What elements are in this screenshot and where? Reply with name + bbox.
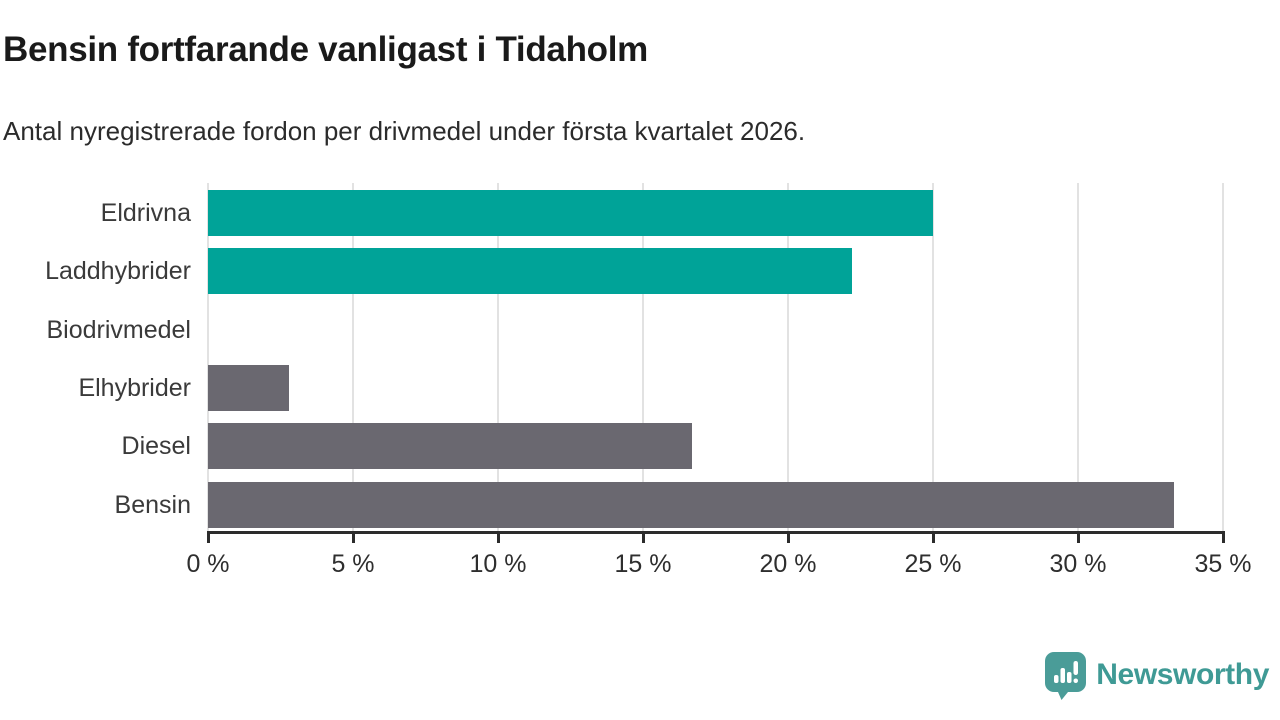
gridline-25: [932, 183, 934, 533]
category-label-laddhybrider: Laddhybrider: [45, 257, 191, 286]
newsworthy-wordmark: Newsworthy: [1096, 658, 1269, 691]
x-axis-tick-20: [787, 534, 790, 543]
x-tick-label-15: 15 %: [614, 550, 672, 578]
x-tick-label-30: 30 %: [1049, 550, 1107, 578]
gridline-0: [207, 183, 209, 533]
category-label-bensin: Bensin: [114, 490, 191, 519]
gridline-20: [787, 183, 789, 533]
x-tick-label-25: 25 %: [904, 550, 962, 578]
x-tick-label-20: 20 %: [759, 550, 817, 578]
x-axis-line: [207, 531, 1225, 534]
gridline-30: [1077, 183, 1079, 533]
gridline-10: [497, 183, 499, 533]
gridline-5: [352, 183, 354, 533]
speech-bubble-bar-chart-icon: [1045, 651, 1087, 700]
category-label-biodrivmedel: Biodrivmedel: [46, 315, 191, 344]
x-axis-tick-30: [1077, 534, 1080, 543]
gridline-15: [642, 183, 644, 533]
category-label-elhybrider: Elhybrider: [78, 374, 191, 402]
chart-title: Bensin fortfarande vanligast i Tidaholm: [3, 30, 648, 69]
x-axis-tick-10: [497, 534, 500, 543]
bar-diesel: [208, 423, 693, 470]
x-axis-tick-35: [1222, 534, 1225, 543]
plot-area: [207, 183, 1224, 533]
newsworthy-logo[interactable]: Newsworthy: [1044, 650, 1269, 700]
category-label-diesel: Diesel: [121, 432, 191, 461]
x-axis-tick-15: [642, 534, 645, 543]
category-label-eldrivna: Eldrivna: [100, 199, 191, 227]
bar-elhybrider: [208, 365, 290, 411]
x-tick-label-5: 5 %: [331, 550, 375, 578]
x-axis-tick-0: [207, 534, 210, 543]
bar-bensin: [208, 481, 1174, 528]
x-tick-label-0: 0 %: [186, 550, 230, 578]
gridline-35: [1222, 183, 1224, 533]
x-axis-tick-5: [352, 534, 355, 543]
bar-laddhybrider: [208, 248, 852, 295]
x-tick-label-10: 10 %: [469, 550, 527, 578]
bar-eldrivna: [208, 190, 933, 236]
x-axis-tick-25: [932, 534, 935, 543]
x-tick-label-35: 35 %: [1194, 550, 1252, 578]
chart-subtitle: Antal nyregistrerade fordon per drivmede…: [3, 116, 806, 146]
